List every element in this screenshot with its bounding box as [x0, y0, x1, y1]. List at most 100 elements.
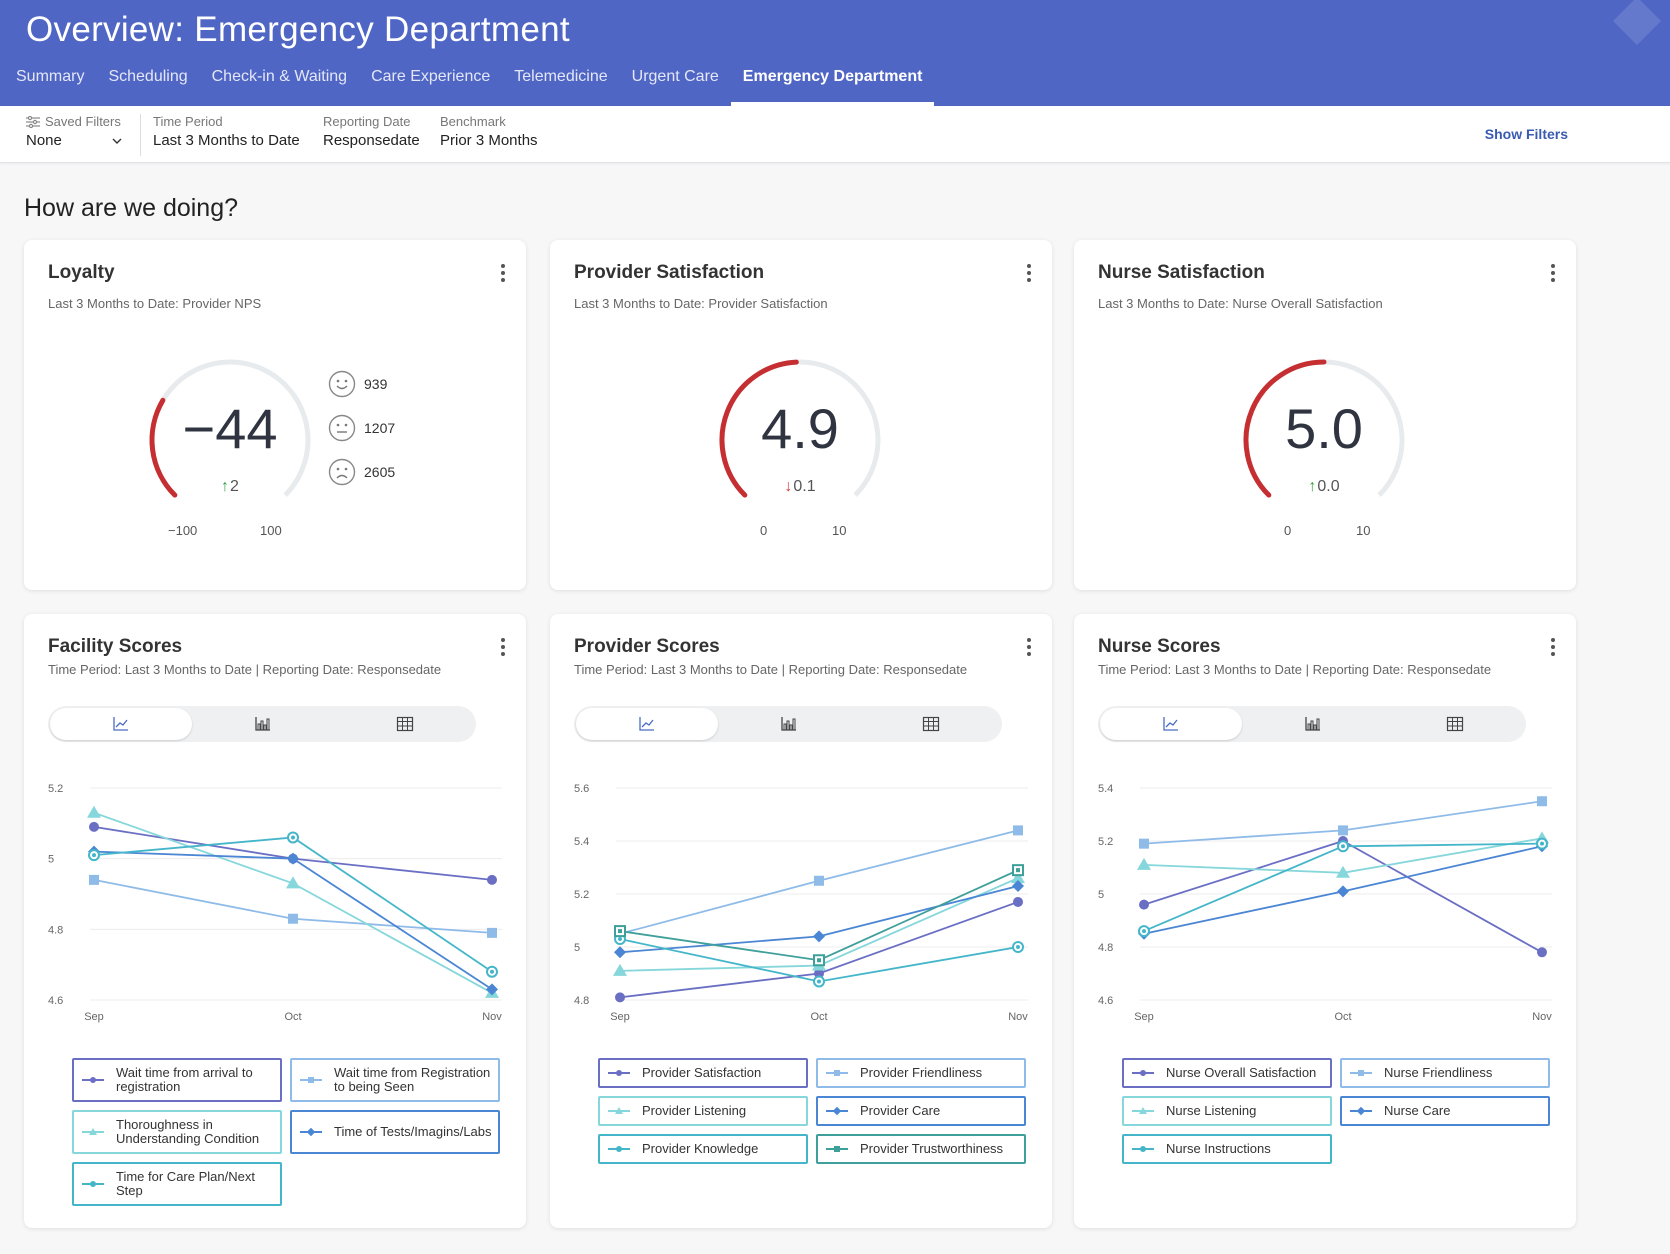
data-point[interactable]	[1338, 825, 1348, 836]
benchmark-filter[interactable]: Benchmark Prior 3 Months	[440, 114, 538, 149]
data-point[interactable]	[1138, 925, 1150, 938]
data-point[interactable]	[486, 965, 498, 978]
gauge-max-label: 100	[260, 523, 282, 538]
saved-filters-dropdown[interactable]: Saved Filters None	[26, 114, 122, 149]
legend-item[interactable]: Nurse Instructions	[1122, 1134, 1332, 1164]
data-point[interactable]	[615, 992, 625, 1003]
show-filters-button[interactable]: Show Filters	[1484, 126, 1568, 142]
tab-care-experience[interactable]: Care Experience	[371, 68, 491, 85]
table-view-button[interactable]	[334, 708, 476, 740]
legend-item[interactable]: Thoroughness in Understanding Condition	[72, 1110, 282, 1154]
data-point[interactable]	[1337, 840, 1349, 853]
line-view-button[interactable]	[50, 708, 192, 740]
data-point[interactable]	[813, 954, 825, 967]
legend-label: Nurse Overall Satisfaction	[1166, 1065, 1317, 1080]
section-title: How are we doing?	[24, 194, 239, 222]
more-options-icon[interactable]	[500, 264, 506, 286]
data-point[interactable]	[813, 975, 825, 988]
tab-check-in-waiting[interactable]: Check-in & Waiting	[211, 68, 348, 85]
legend-swatch-icon	[1132, 1068, 1154, 1078]
filter-divider	[140, 114, 141, 156]
more-options-icon[interactable]	[1026, 264, 1032, 286]
legend-item[interactable]: Provider Knowledge	[598, 1134, 808, 1164]
legend-item[interactable]: Wait time from arrival to registration	[72, 1058, 282, 1102]
data-point[interactable]	[1137, 857, 1151, 870]
data-point[interactable]	[1012, 941, 1024, 953]
tab-telemedicine[interactable]: Telemedicine	[514, 68, 608, 85]
data-point[interactable]	[1012, 864, 1024, 877]
data-point[interactable]	[287, 831, 299, 844]
card-title: Provider Satisfaction	[574, 262, 765, 283]
data-point[interactable]	[486, 983, 498, 996]
more-options-icon[interactable]	[500, 638, 506, 660]
line-view-button[interactable]	[1100, 708, 1242, 740]
legend-item[interactable]: Provider Satisfaction	[598, 1058, 808, 1088]
x-tick-label: Nov	[1532, 1011, 1552, 1023]
legend-item[interactable]: Nurse Care	[1340, 1096, 1550, 1126]
data-point[interactable]	[1536, 837, 1548, 850]
data-point[interactable]	[1337, 885, 1349, 898]
decorative-diamond-icon	[1612, 0, 1662, 46]
gauge-delta: ↑2	[130, 478, 330, 496]
data-point[interactable]	[1139, 899, 1149, 910]
data-point[interactable]	[487, 874, 497, 885]
reporting-date-filter[interactable]: Reporting Date Responsedate	[323, 114, 420, 149]
bar-view-button[interactable]	[718, 708, 860, 740]
data-point[interactable]	[1013, 896, 1023, 907]
more-options-icon[interactable]	[1026, 638, 1032, 660]
legend-swatch-icon	[82, 1179, 104, 1189]
table-grid-icon	[396, 716, 414, 732]
more-options-icon[interactable]	[1550, 264, 1556, 286]
more-options-icon[interactable]	[1550, 638, 1556, 660]
legend-label: Provider Trustworthiness	[860, 1141, 1004, 1156]
benchmark-value: Prior 3 Months	[440, 132, 538, 149]
tab-summary[interactable]: Summary	[16, 68, 85, 85]
data-point[interactable]	[614, 925, 626, 938]
legend-item[interactable]: Provider Care	[816, 1096, 1026, 1126]
nav-tabs: Summary Scheduling Check-in & Waiting Ca…	[4, 64, 935, 106]
data-point[interactable]	[814, 875, 824, 886]
legend-item[interactable]: Provider Listening	[598, 1096, 808, 1126]
data-point[interactable]	[287, 852, 299, 865]
tab-urgent-care[interactable]: Urgent Care	[631, 68, 719, 85]
nurse-satisfaction-card: Nurse Satisfaction Last 3 Months to Date:…	[1074, 240, 1576, 590]
data-point[interactable]	[1336, 865, 1350, 878]
legend-item[interactable]: Time for Care Plan/Next Step	[72, 1162, 282, 1206]
smile-face-icon	[328, 370, 356, 398]
legend-item[interactable]: Nurse Listening	[1122, 1096, 1332, 1126]
legend-item[interactable]: Wait time from Registration to being See…	[290, 1058, 500, 1102]
legend-item[interactable]: Provider Trustworthiness	[816, 1134, 1026, 1164]
data-point[interactable]	[1537, 947, 1547, 958]
legend-item[interactable]: Nurse Friendliness	[1340, 1058, 1550, 1088]
tab-scheduling[interactable]: Scheduling	[108, 68, 188, 85]
table-view-button[interactable]	[1384, 708, 1526, 740]
data-point[interactable]	[288, 913, 298, 924]
data-point[interactable]	[89, 874, 99, 885]
data-point[interactable]	[614, 946, 626, 959]
data-point[interactable]	[613, 963, 627, 976]
legend-item[interactable]: Time of Tests/Imagins/Labs	[290, 1110, 500, 1154]
data-point[interactable]	[1139, 838, 1149, 849]
bar-view-button[interactable]	[192, 708, 334, 740]
line-view-button[interactable]	[576, 708, 718, 740]
bar-view-button[interactable]	[1242, 708, 1384, 740]
data-point[interactable]	[1011, 871, 1025, 884]
data-point[interactable]	[487, 927, 497, 938]
time-period-filter[interactable]: Time Period Last 3 Months to Date	[153, 114, 300, 149]
data-point[interactable]	[89, 821, 99, 832]
legend-swatch-icon	[826, 1144, 848, 1154]
data-point[interactable]	[87, 805, 101, 818]
chart-view-toggle	[48, 706, 476, 742]
data-point[interactable]	[1013, 825, 1023, 836]
data-point[interactable]	[1537, 796, 1547, 807]
data-point[interactable]	[88, 849, 100, 862]
table-view-button[interactable]	[860, 708, 1002, 740]
data-point[interactable]	[813, 930, 825, 943]
tab-emergency-department[interactable]: Emergency Department	[730, 64, 935, 106]
legend-label: Provider Listening	[642, 1103, 747, 1118]
data-point[interactable]	[1012, 880, 1024, 893]
data-point[interactable]	[286, 876, 300, 889]
legend-item[interactable]: Nurse Overall Satisfaction	[1122, 1058, 1332, 1088]
legend-label: Provider Friendliness	[860, 1065, 983, 1080]
legend-item[interactable]: Provider Friendliness	[816, 1058, 1026, 1088]
